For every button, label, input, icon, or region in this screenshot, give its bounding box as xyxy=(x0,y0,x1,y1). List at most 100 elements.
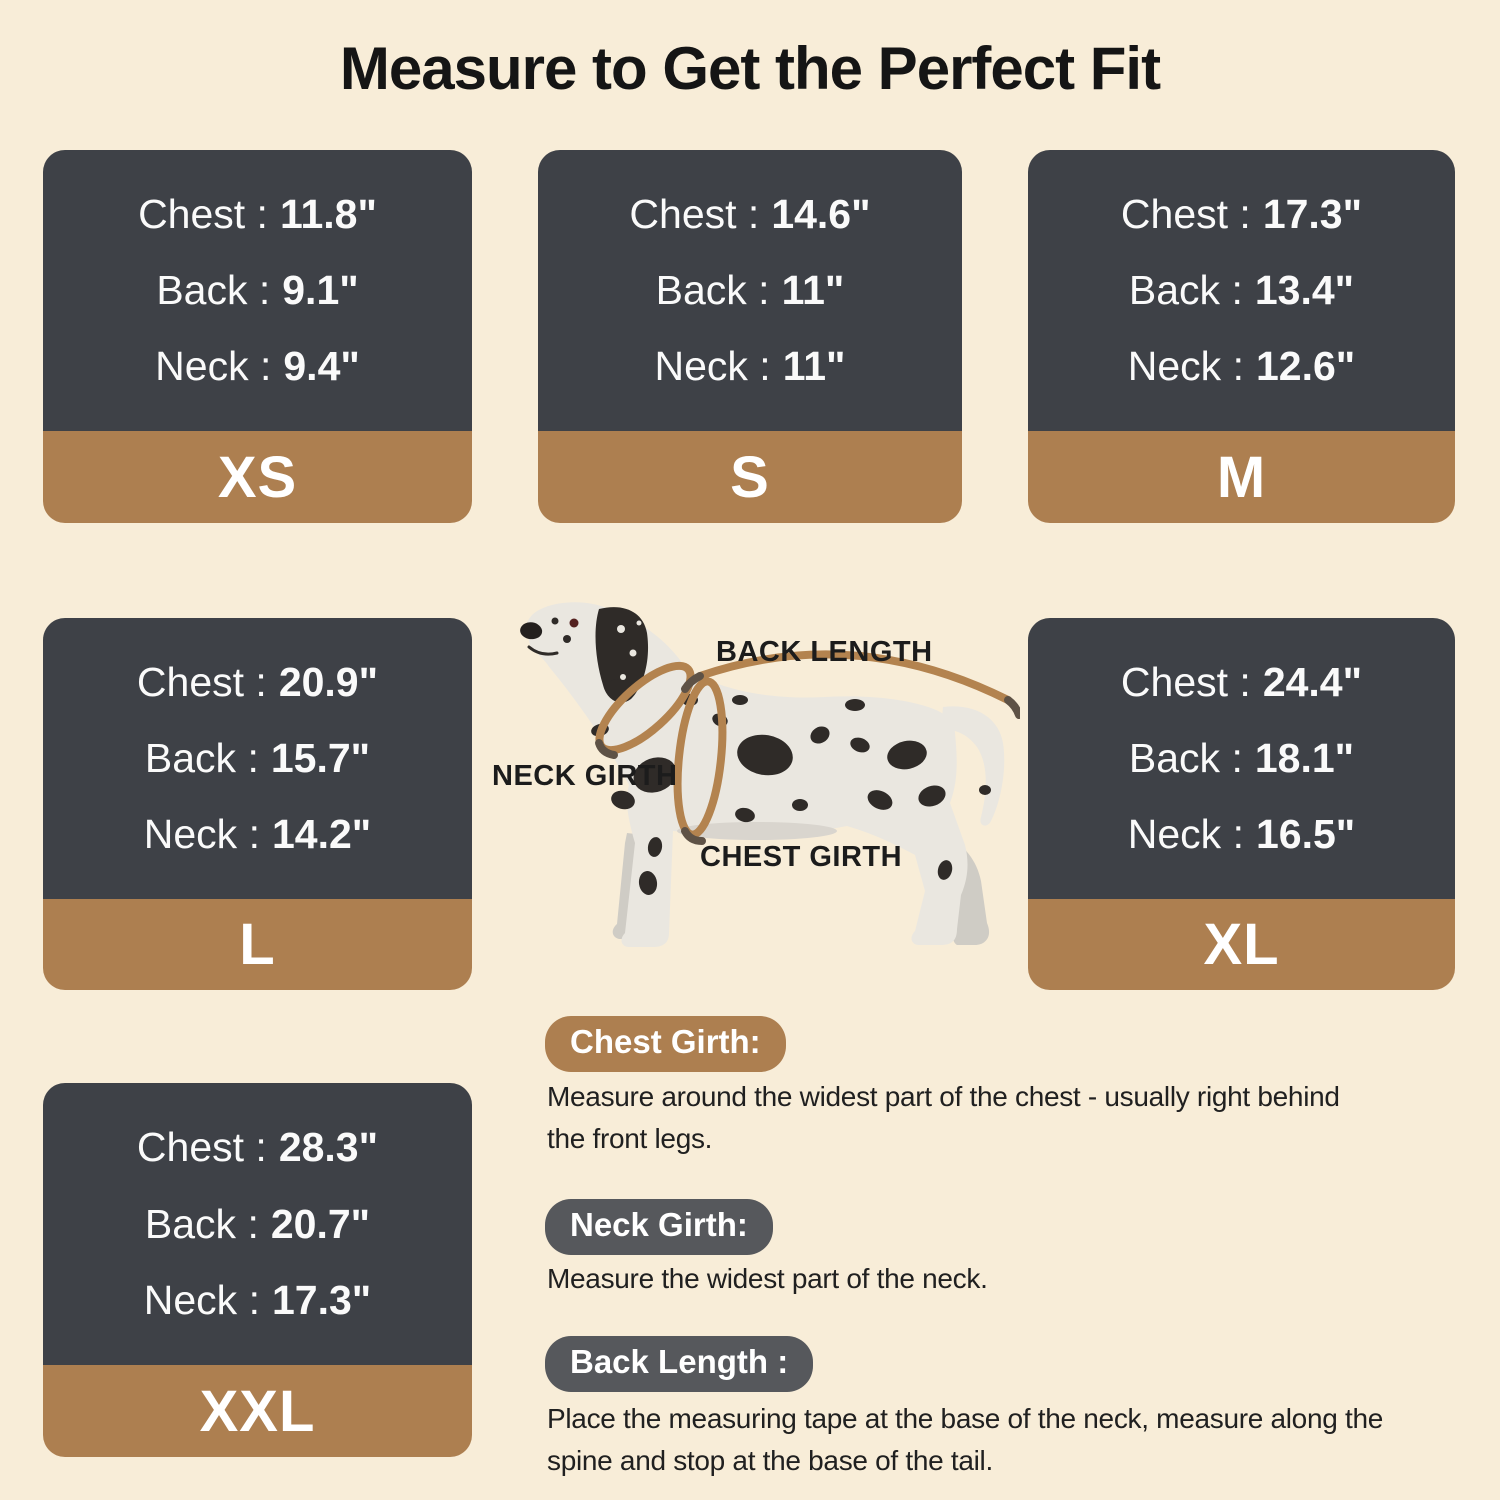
measure-value: 17.3" xyxy=(1262,191,1363,238)
measure-label: Neck : xyxy=(1127,343,1244,390)
xxl-measurements: Chest :28.3" Back :20.7" Neck :17.3" xyxy=(43,1083,472,1366)
size-label: XS xyxy=(217,444,298,510)
dog-spots xyxy=(551,617,991,895)
m-measurements: Chest :17.3" Back :13.4" Neck :12.6" xyxy=(1028,150,1455,432)
chest-girth-description: Measure around the widest part of the ch… xyxy=(547,1081,1340,1154)
measure-value: 16.5" xyxy=(1255,810,1356,857)
dog-tail xyxy=(941,706,1005,826)
measure-value: 28.3" xyxy=(278,1124,379,1171)
neck-girth-badge: Neck Girth: xyxy=(545,1199,773,1255)
size-label: S xyxy=(730,444,770,510)
measure-label: Chest : xyxy=(1120,658,1251,705)
measure-label: Chest : xyxy=(1120,191,1251,238)
size-label-band: XXL xyxy=(43,1365,472,1457)
measure-label: Chest : xyxy=(136,1124,267,1171)
size-card-xxl: Chest :28.3" Back :20.7" Neck :17.3" XXL xyxy=(43,1083,472,1457)
dog-nose xyxy=(520,622,543,640)
size-label-band: XS xyxy=(43,431,472,523)
dog-ear xyxy=(595,607,649,703)
measure-value: 11" xyxy=(782,343,846,390)
dog-ear-dots xyxy=(617,620,642,680)
size-label-band: XL xyxy=(1028,898,1455,990)
measure-label: Back : xyxy=(655,267,770,314)
measure-label: Neck : xyxy=(143,1276,260,1323)
measure-label: Back : xyxy=(156,267,271,314)
measurement-row: Neck :17.3" xyxy=(144,1277,371,1324)
back-length-arc xyxy=(696,650,1012,704)
size-label-band: M xyxy=(1028,431,1455,523)
xl-measurements: Chest :24.4" Back :18.1" Neck :16.5" xyxy=(1028,618,1455,899)
size-label: L xyxy=(239,911,276,977)
measurement-row: Chest :11.8" xyxy=(138,191,377,238)
measure-value: 13.4" xyxy=(1254,267,1355,314)
size-card-xl: Chest :24.4" Back :18.1" Neck :16.5" XL xyxy=(1028,618,1455,990)
measure-label: Back : xyxy=(144,1200,259,1247)
measurement-row: Neck :9.4" xyxy=(155,343,360,390)
band-shadow-tips xyxy=(595,672,1020,845)
size-label: XXL xyxy=(199,1378,316,1444)
size-card-m: Chest :17.3" Back :13.4" Neck :12.6" M xyxy=(1028,150,1455,523)
size-label-band: L xyxy=(43,898,472,990)
chest-girth-badge: Chest Girth: xyxy=(545,1016,786,1072)
size-label-band: S xyxy=(538,431,962,523)
measurement-row: Back :20.7" xyxy=(145,1201,370,1248)
measure-label: Back : xyxy=(1128,267,1243,314)
size-label: M xyxy=(1216,444,1267,510)
measurement-row: Chest :28.3" xyxy=(137,1124,378,1171)
measurement-row: Neck :14.2" xyxy=(144,811,371,858)
measurement-row: Back :15.7" xyxy=(145,735,370,782)
measure-label: Neck : xyxy=(1127,810,1244,857)
measurement-row: Neck :12.6" xyxy=(1128,343,1355,390)
measure-value: 20.7" xyxy=(270,1200,371,1247)
measurement-row: Neck :16.5" xyxy=(1128,811,1355,858)
measurement-row: Back :18.1" xyxy=(1129,735,1354,782)
measurement-row: Chest :17.3" xyxy=(1121,191,1362,238)
neck-girth-label: NECK GIRTH xyxy=(492,760,678,792)
chest-girth-label: CHEST GIRTH xyxy=(700,841,903,873)
back-length-description: Place the measuring tape at the base of … xyxy=(547,1403,1384,1476)
back-length-label: BACK LENGTH xyxy=(716,636,933,668)
measurement-row: Back :9.1" xyxy=(156,267,358,314)
measurement-row: Chest :20.9" xyxy=(137,659,378,706)
measure-label: Chest : xyxy=(136,658,267,705)
measure-value: 17.3" xyxy=(271,1276,372,1323)
measurement-row: Chest :14.6" xyxy=(629,191,870,238)
measure-label: Neck : xyxy=(143,810,260,857)
measure-value: 24.4" xyxy=(1262,658,1363,705)
measure-value: 11" xyxy=(781,267,845,314)
measure-value: 20.9" xyxy=(278,658,379,705)
measurement-row: Neck :11" xyxy=(655,343,846,390)
measure-label: Back : xyxy=(144,734,259,781)
measure-value: 15.7" xyxy=(270,734,371,781)
measure-value: 12.6" xyxy=(1255,343,1356,390)
measure-value: 14.2" xyxy=(271,810,372,857)
measurement-row: Back :11" xyxy=(656,267,845,314)
size-card-s: Chest :14.6" Back :11" Neck :11" S xyxy=(538,150,962,523)
size-card-l: Chest :20.9" Back :15.7" Neck :14.2" L xyxy=(43,618,472,990)
measure-label: Neck : xyxy=(155,343,272,390)
measure-value: 11.8" xyxy=(279,191,377,238)
back-length-badge: Back Length : xyxy=(545,1336,814,1392)
neck-girth-description: Measure the widest part of the neck. xyxy=(547,1263,988,1294)
measure-label: Neck : xyxy=(654,343,771,390)
measure-value: 18.1" xyxy=(1254,734,1355,781)
dog-illustration xyxy=(520,602,1020,947)
size-card-xs: Chest :11.8" Back :9.1" Neck :9.4" XS xyxy=(43,150,472,523)
dog-eye xyxy=(569,618,579,628)
measure-label: Back : xyxy=(1128,734,1243,781)
s-measurements: Chest :14.6" Back :11" Neck :11" xyxy=(538,150,962,432)
measurement-row: Back :13.4" xyxy=(1129,267,1354,314)
l-measurements: Chest :20.9" Back :15.7" Neck :14.2" xyxy=(43,618,472,899)
xs-measurements: Chest :11.8" Back :9.1" Neck :9.4" xyxy=(43,150,472,432)
dog-belly-shade xyxy=(677,822,837,840)
measurement-row: Chest :24.4" xyxy=(1121,659,1362,706)
page-title: Measure to Get the Perfect Fit xyxy=(339,35,1161,102)
size-label: XL xyxy=(1203,911,1280,977)
measure-label: Chest : xyxy=(629,191,760,238)
measure-value: 9.1" xyxy=(282,267,359,314)
measure-value: 9.4" xyxy=(283,343,360,390)
measure-value: 14.6" xyxy=(771,191,871,238)
measure-label: Chest : xyxy=(138,191,268,238)
dog-mouth xyxy=(527,645,559,656)
